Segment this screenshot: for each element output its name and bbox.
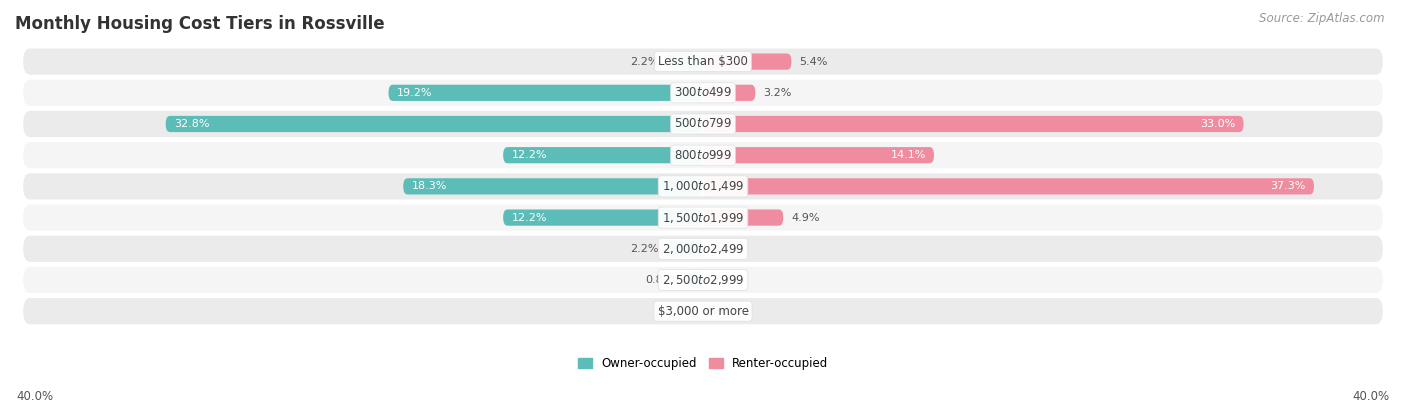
Text: Source: ZipAtlas.com: Source: ZipAtlas.com	[1260, 12, 1385, 25]
FancyBboxPatch shape	[703, 210, 783, 226]
Text: 0.0%: 0.0%	[711, 275, 740, 285]
Text: 33.0%: 33.0%	[1201, 119, 1236, 129]
FancyBboxPatch shape	[22, 267, 1384, 293]
Text: 32.8%: 32.8%	[174, 119, 209, 129]
Text: $800 to $999: $800 to $999	[673, 149, 733, 162]
FancyBboxPatch shape	[703, 147, 934, 163]
FancyBboxPatch shape	[22, 80, 1384, 106]
FancyBboxPatch shape	[22, 111, 1384, 137]
FancyBboxPatch shape	[666, 54, 703, 70]
FancyBboxPatch shape	[703, 54, 792, 70]
Text: 40.0%: 40.0%	[17, 390, 53, 403]
FancyBboxPatch shape	[22, 298, 1384, 324]
FancyBboxPatch shape	[503, 210, 703, 226]
Text: 0.0%: 0.0%	[666, 306, 695, 316]
Text: 12.2%: 12.2%	[512, 150, 547, 160]
Text: 5.4%: 5.4%	[800, 56, 828, 66]
Text: 0.87%: 0.87%	[645, 275, 681, 285]
FancyBboxPatch shape	[166, 116, 703, 132]
FancyBboxPatch shape	[703, 116, 1243, 132]
Text: 2.2%: 2.2%	[630, 56, 659, 66]
FancyBboxPatch shape	[22, 49, 1384, 75]
FancyBboxPatch shape	[689, 272, 703, 288]
FancyBboxPatch shape	[503, 147, 703, 163]
Text: $300 to $499: $300 to $499	[673, 86, 733, 99]
FancyBboxPatch shape	[666, 241, 703, 257]
Text: 2.2%: 2.2%	[630, 244, 659, 254]
Text: 0.0%: 0.0%	[711, 244, 740, 254]
Text: 37.3%: 37.3%	[1271, 181, 1306, 191]
FancyBboxPatch shape	[22, 142, 1384, 168]
Text: 18.3%: 18.3%	[412, 181, 447, 191]
FancyBboxPatch shape	[22, 205, 1384, 231]
Text: $1,000 to $1,499: $1,000 to $1,499	[662, 179, 744, 193]
Text: 14.1%: 14.1%	[890, 150, 925, 160]
Text: Monthly Housing Cost Tiers in Rossville: Monthly Housing Cost Tiers in Rossville	[15, 15, 385, 33]
Text: 0.0%: 0.0%	[711, 306, 740, 316]
Text: $2,500 to $2,999: $2,500 to $2,999	[662, 273, 744, 287]
Text: 3.2%: 3.2%	[763, 88, 792, 98]
FancyBboxPatch shape	[703, 85, 755, 101]
Text: 12.2%: 12.2%	[512, 212, 547, 222]
Legend: Owner-occupied, Renter-occupied: Owner-occupied, Renter-occupied	[578, 357, 828, 370]
Text: 4.9%: 4.9%	[792, 212, 820, 222]
Text: Less than $300: Less than $300	[658, 55, 748, 68]
Text: $500 to $799: $500 to $799	[673, 117, 733, 130]
FancyBboxPatch shape	[22, 173, 1384, 200]
FancyBboxPatch shape	[404, 178, 703, 195]
Text: 40.0%: 40.0%	[1353, 390, 1389, 403]
Text: $2,000 to $2,499: $2,000 to $2,499	[662, 242, 744, 256]
FancyBboxPatch shape	[22, 236, 1384, 262]
FancyBboxPatch shape	[388, 85, 703, 101]
Text: $1,500 to $1,999: $1,500 to $1,999	[662, 210, 744, 225]
Text: 19.2%: 19.2%	[396, 88, 432, 98]
Text: $3,000 or more: $3,000 or more	[658, 305, 748, 317]
FancyBboxPatch shape	[703, 178, 1315, 195]
